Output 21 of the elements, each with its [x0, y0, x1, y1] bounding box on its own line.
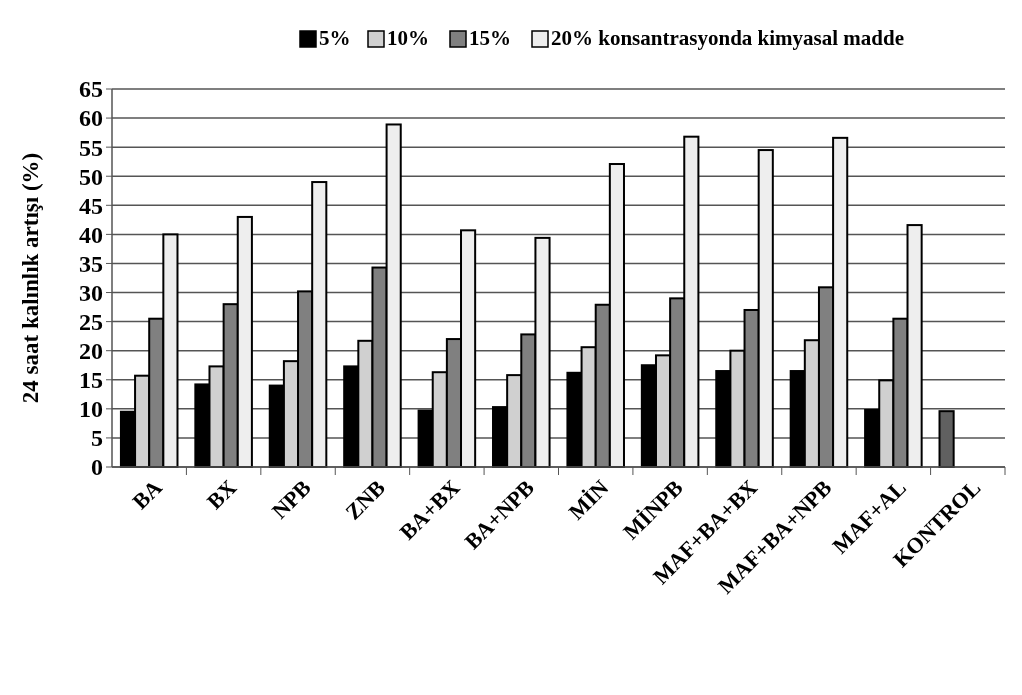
- y-tick-label: 20: [79, 338, 103, 365]
- legend-label: 10%: [387, 26, 429, 50]
- y-tick-label: 30: [79, 279, 103, 306]
- x-tick-label: BA: [127, 474, 167, 515]
- y-tick-label: 50: [79, 163, 103, 190]
- y-tick-label: 10: [79, 396, 103, 423]
- legend-label: 20% konsantrasyonda kimyasal madde: [551, 26, 904, 50]
- y-tick-label: 40: [79, 221, 103, 248]
- y-tick-label: 25: [79, 309, 103, 336]
- y-axis-title: 24 saat kalınlık artışı (%): [18, 152, 43, 404]
- y-tick-label: 55: [79, 134, 103, 161]
- legend-label: 15%: [469, 26, 511, 50]
- y-tick-label: 35: [79, 250, 103, 277]
- y-tick-label: 45: [79, 192, 103, 219]
- x-tick-label: BX: [201, 474, 242, 515]
- y-tick-label: 5: [91, 425, 103, 452]
- y-tick-label: 60: [79, 105, 103, 132]
- y-tick-label: 0: [91, 454, 103, 481]
- y-tick-label: 65: [79, 76, 103, 103]
- y-tick-label: 15: [79, 367, 103, 394]
- legend-label: 5%: [319, 26, 351, 50]
